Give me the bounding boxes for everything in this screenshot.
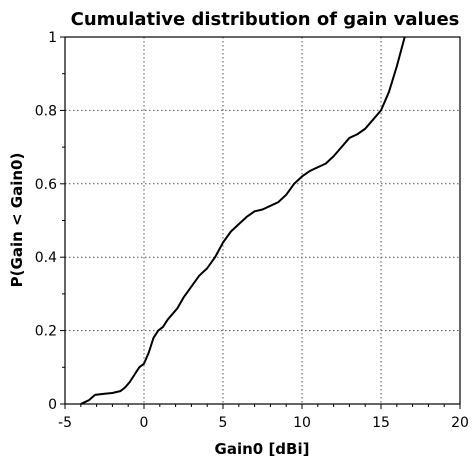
y-tick-label: 0	[48, 397, 57, 413]
y-tick-label: 0.2	[35, 324, 57, 340]
x-axis-label: Gain0 [dBi]	[215, 440, 310, 458]
y-tick-label: 0.4	[35, 250, 57, 266]
x-tick-label: 20	[451, 415, 469, 431]
grid	[65, 37, 460, 404]
x-tick-label: 5	[219, 415, 228, 431]
y-tick-label: 1	[48, 30, 57, 46]
x-tick-label: 10	[293, 415, 311, 431]
x-tick-label: 15	[372, 415, 390, 431]
chart-title: Cumulative distribution of gain values	[71, 9, 460, 30]
plot-frame	[64, 36, 461, 405]
y-axis-label: P(Gain < Gain0)	[8, 153, 26, 288]
x-tick-label: -5	[58, 415, 72, 431]
y-tick-label: 0.6	[35, 177, 57, 193]
series-line-cdf	[80, 36, 406, 405]
axis-ticks	[60, 36, 461, 409]
x-tick-label: 0	[140, 415, 149, 431]
y-tick-label: 0.8	[35, 103, 57, 119]
